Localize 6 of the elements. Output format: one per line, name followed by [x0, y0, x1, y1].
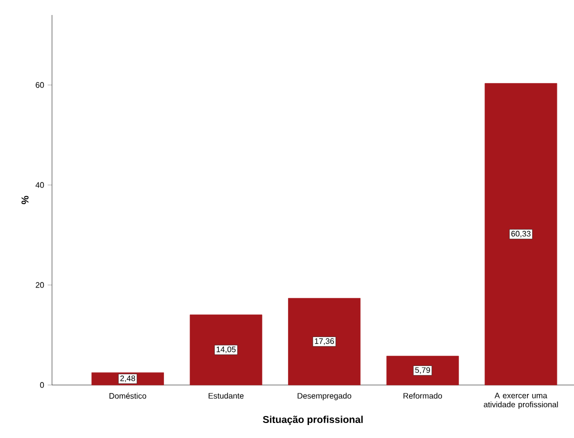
y-axis-title: %	[22, 196, 29, 204]
x-axis-title: Situação profissional	[262, 416, 363, 425]
bar	[484, 83, 558, 386]
bar	[386, 356, 459, 386]
bar	[288, 298, 361, 386]
bar	[190, 314, 262, 386]
